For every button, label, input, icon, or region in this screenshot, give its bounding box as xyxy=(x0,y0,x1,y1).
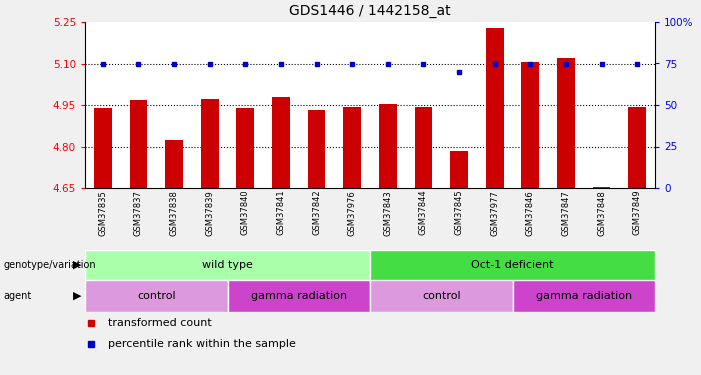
Text: Oct-1 deficient: Oct-1 deficient xyxy=(471,260,554,270)
Bar xyxy=(308,110,325,188)
Text: GSM37835: GSM37835 xyxy=(98,190,107,236)
Text: GSM37840: GSM37840 xyxy=(241,190,250,236)
Bar xyxy=(414,107,433,188)
Bar xyxy=(236,108,254,188)
Text: gamma radiation: gamma radiation xyxy=(251,291,347,301)
Text: control: control xyxy=(422,291,461,301)
Bar xyxy=(200,99,219,188)
Text: GSM37843: GSM37843 xyxy=(383,190,393,236)
Bar xyxy=(370,250,655,280)
Text: GSM37837: GSM37837 xyxy=(134,190,143,236)
Text: GSM37845: GSM37845 xyxy=(454,190,463,236)
Bar xyxy=(379,105,397,188)
Text: GSM37841: GSM37841 xyxy=(276,190,285,236)
Bar xyxy=(370,280,512,312)
Text: GSM37839: GSM37839 xyxy=(205,190,215,236)
Bar xyxy=(85,280,228,312)
Text: GSM37849: GSM37849 xyxy=(633,190,641,236)
Bar xyxy=(130,100,147,188)
Text: GSM37844: GSM37844 xyxy=(419,190,428,236)
Bar xyxy=(85,250,370,280)
Bar xyxy=(343,107,361,188)
Text: GSM37842: GSM37842 xyxy=(312,190,321,236)
Bar xyxy=(522,62,539,188)
Text: GSM37846: GSM37846 xyxy=(526,190,535,236)
Text: ▶: ▶ xyxy=(73,260,81,270)
Text: GSM37977: GSM37977 xyxy=(490,190,499,236)
Bar xyxy=(94,108,111,188)
Text: ▶: ▶ xyxy=(73,291,81,301)
Text: control: control xyxy=(137,291,175,301)
Text: wild type: wild type xyxy=(202,260,253,270)
Text: genotype/variation: genotype/variation xyxy=(4,260,96,270)
Text: GDS1446 / 1442158_at: GDS1446 / 1442158_at xyxy=(290,4,451,18)
Bar xyxy=(165,140,183,188)
Text: GSM37838: GSM37838 xyxy=(170,190,179,236)
Text: agent: agent xyxy=(4,291,32,301)
Bar xyxy=(228,280,370,312)
Text: percentile rank within the sample: percentile rank within the sample xyxy=(108,339,296,349)
Text: GSM37848: GSM37848 xyxy=(597,190,606,236)
Text: transformed count: transformed count xyxy=(108,318,212,328)
Bar xyxy=(272,97,290,188)
Bar xyxy=(557,58,575,188)
Bar xyxy=(592,187,611,188)
Text: gamma radiation: gamma radiation xyxy=(536,291,632,301)
Bar xyxy=(628,107,646,188)
Text: GSM37976: GSM37976 xyxy=(348,190,357,236)
Bar xyxy=(486,27,503,188)
Text: GSM37847: GSM37847 xyxy=(562,190,571,236)
Bar xyxy=(512,280,655,312)
Bar xyxy=(450,152,468,188)
